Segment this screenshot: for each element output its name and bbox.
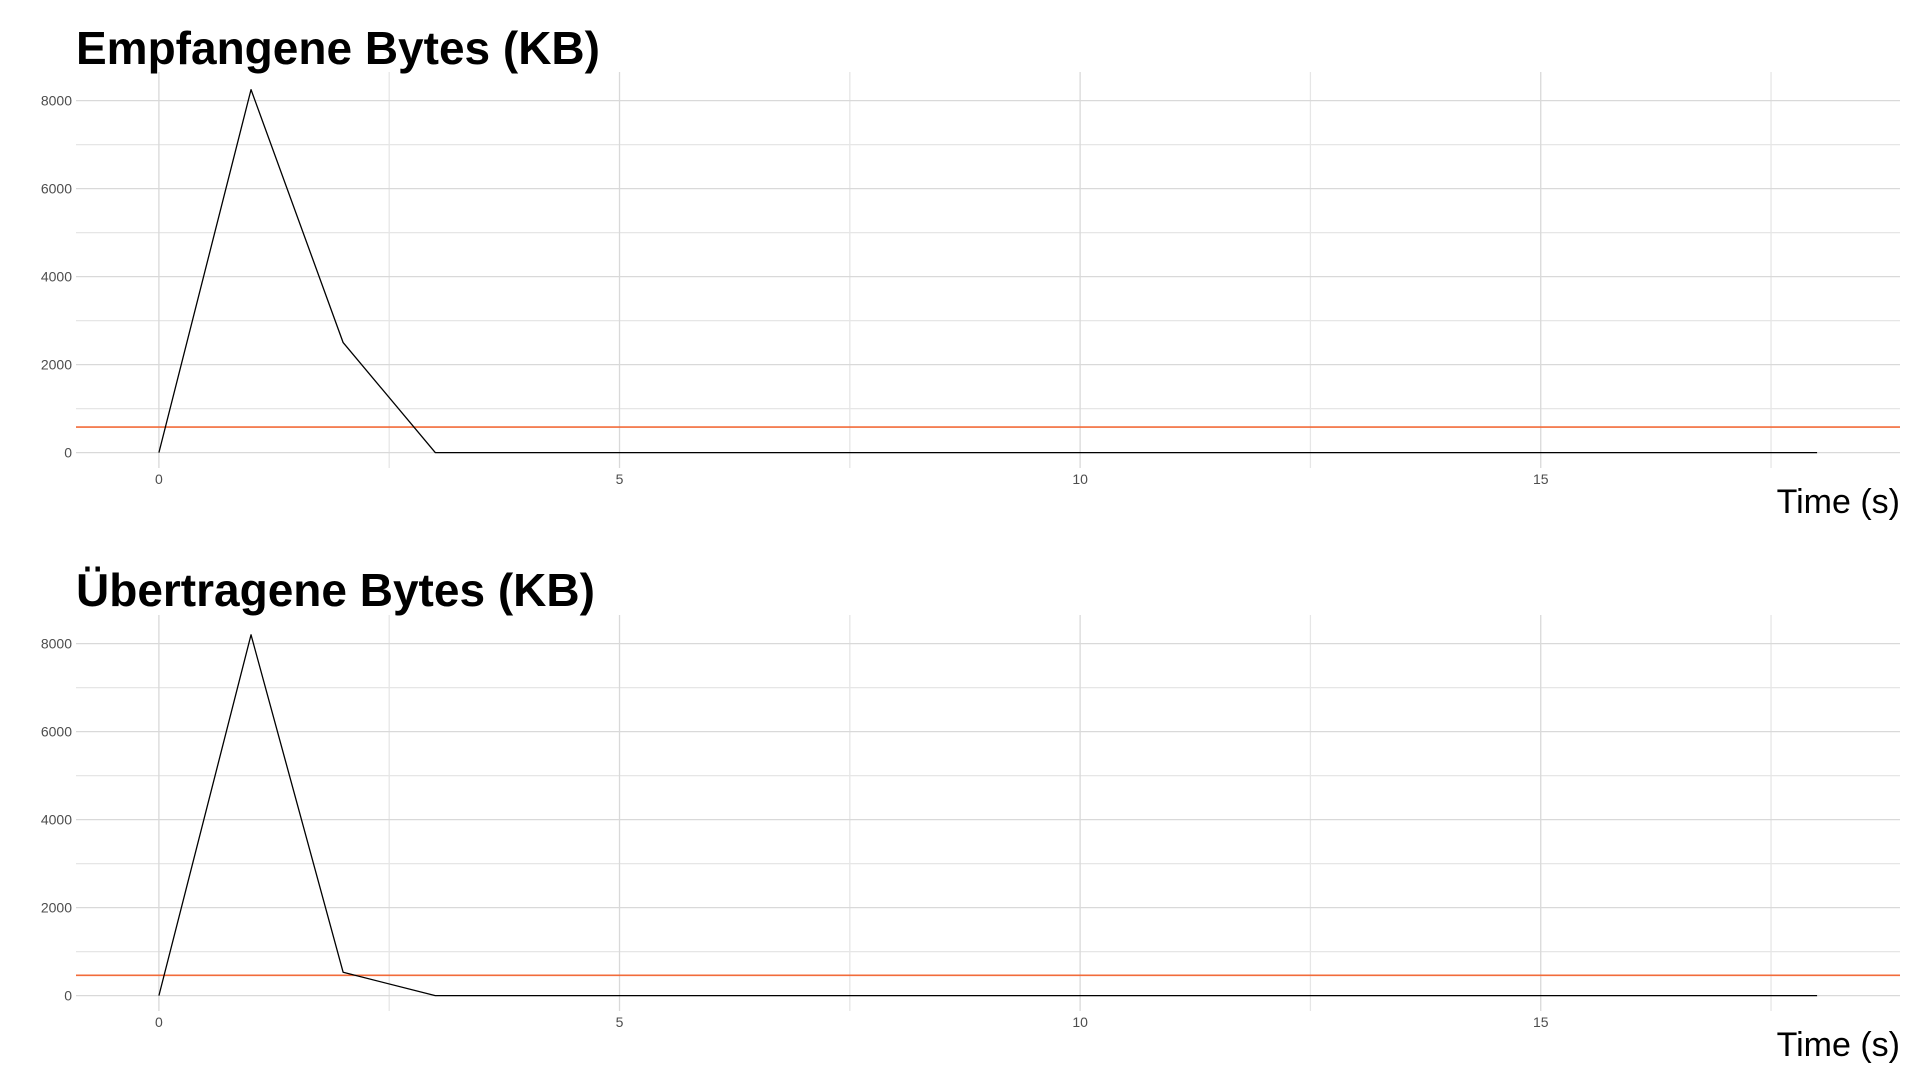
series-line	[158, 88, 1818, 454]
chart-title: Empfangene Bytes (KB)	[76, 22, 600, 74]
y-tick-label: 8000	[41, 636, 72, 652]
x-tick-labels: 0 5 10 15	[155, 1014, 1549, 1030]
series-group	[158, 88, 1818, 454]
x-tick-label: 5	[616, 471, 624, 487]
y-tick-label: 6000	[41, 724, 72, 740]
grid	[76, 72, 1900, 468]
y-tick-label: 6000	[41, 181, 72, 197]
y-tick-label: 2000	[41, 357, 72, 373]
x-tick-labels: 0 5 10 15	[155, 471, 1549, 487]
y-tick-label: 4000	[41, 812, 72, 828]
y-tick-label: 0	[64, 445, 72, 461]
x-axis-title: Time (s)	[1777, 483, 1900, 521]
x-tick-label: 0	[155, 471, 163, 487]
y-tick-label: 2000	[41, 900, 72, 916]
y-tick-labels: 0 2000 4000 6000 8000	[41, 93, 72, 461]
y-tick-label: 8000	[41, 93, 72, 109]
x-axis-title: Time (s)	[1777, 1026, 1900, 1064]
chart-title: Übertragene Bytes (KB)	[76, 564, 595, 616]
y-tick-label: 0	[64, 988, 72, 1004]
x-tick-label: 15	[1533, 471, 1549, 487]
series-line	[158, 634, 1818, 997]
series-group	[158, 634, 1818, 997]
x-tick-label: 0	[155, 1014, 163, 1030]
x-tick-label: 15	[1533, 1014, 1549, 1030]
chart-panel-transmitted: Übertragene Bytes (KB) 0 2000 4000 6000 8000…	[41, 564, 1900, 1064]
y-tick-labels: 0 2000 4000 6000 8000	[41, 636, 72, 1004]
y-tick-label: 4000	[41, 269, 72, 285]
grid	[76, 615, 1900, 1011]
chart-panel-received: Empfangene Bytes (KB) 02000400060008000 …	[41, 22, 1900, 521]
x-tick-label: 10	[1072, 1014, 1088, 1030]
x-tick-label: 5	[616, 1014, 624, 1030]
x-tick-label: 10	[1072, 471, 1088, 487]
